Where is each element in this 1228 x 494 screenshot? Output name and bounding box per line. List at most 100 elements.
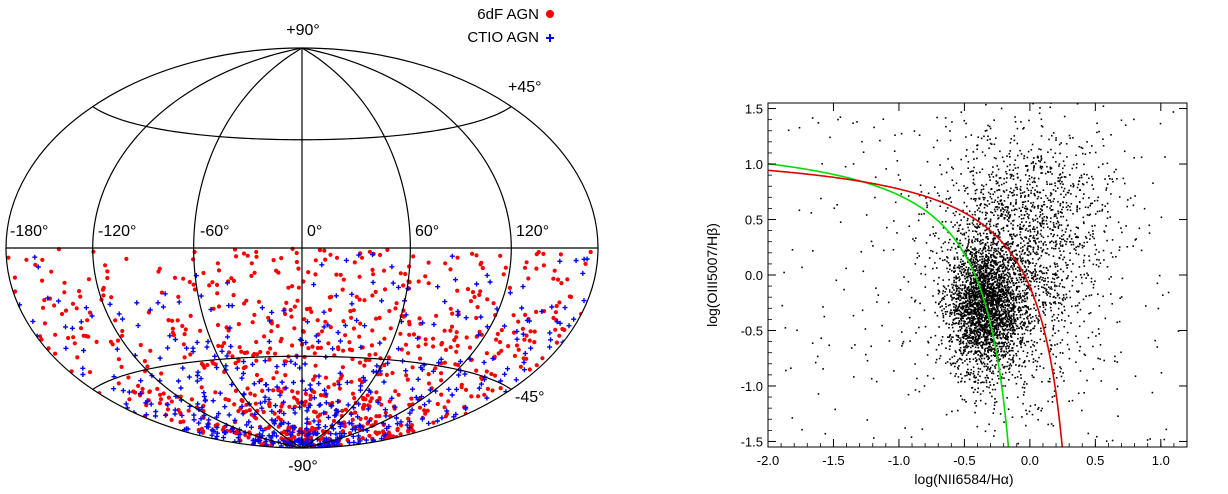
- bpt-point: [978, 217, 980, 219]
- bpt-point: [984, 243, 987, 245]
- bpt-point: [1096, 258, 1098, 261]
- bpt-point: [1006, 287, 1009, 289]
- sky-point-ctio: [283, 385, 289, 391]
- sky-point-ctio: [255, 437, 261, 443]
- bpt-point: [1050, 303, 1052, 305]
- sky-point-ctio: [80, 365, 86, 371]
- sky-point-6df: [181, 276, 186, 281]
- bpt-point: [946, 248, 949, 251]
- bpt-point: [991, 348, 994, 350]
- bpt-point: [951, 269, 953, 272]
- sky-point-ctio: [114, 346, 120, 352]
- sky-point-ctio: [165, 345, 171, 351]
- sky-point-6df: [72, 341, 77, 346]
- bpt-point: [996, 189, 998, 192]
- bpt-point: [984, 338, 987, 341]
- sky-point-6df: [394, 301, 399, 306]
- bpt-point: [982, 276, 984, 279]
- bpt-point: [976, 359, 978, 361]
- bpt-point: [959, 278, 961, 280]
- sky-point-6df: [450, 311, 455, 316]
- sky-point-ctio: [554, 319, 560, 325]
- bpt-point: [989, 366, 992, 369]
- bpt-point: [1008, 246, 1010, 249]
- sky-point-6df: [425, 408, 430, 413]
- sky-point-ctio: [403, 312, 409, 318]
- bpt-point: [1020, 236, 1022, 239]
- bpt-point: [987, 262, 990, 264]
- bpt-point: [998, 284, 1000, 286]
- bpt-point: [1002, 319, 1004, 321]
- bpt-point: [1014, 376, 1016, 379]
- sky-point-6df: [442, 360, 447, 365]
- bpt-point: [955, 317, 958, 319]
- bpt-point: [995, 262, 998, 264]
- bpt-point: [994, 311, 997, 313]
- sky-point-ctio: [389, 395, 395, 401]
- bpt-point: [1076, 235, 1078, 238]
- bpt-point: [1080, 276, 1083, 279]
- bpt-point: [1003, 308, 1005, 311]
- bpt-point: [983, 311, 985, 313]
- bpt-point: [951, 324, 953, 326]
- bpt-point: [1005, 293, 1007, 296]
- bpt-point: [964, 310, 967, 313]
- bpt-point: [1045, 266, 1048, 269]
- sky-point-ctio: [208, 307, 214, 312]
- sky-point-6df: [358, 321, 363, 326]
- bpt-point: [951, 410, 953, 413]
- bpt-point: [1030, 246, 1032, 248]
- sky-point-ctio: [197, 429, 203, 435]
- bpt-point: [981, 295, 983, 298]
- bpt-point: [1005, 301, 1007, 303]
- bpt-point: [1054, 274, 1057, 277]
- bpt-point: [982, 185, 985, 188]
- bpt-point: [996, 298, 999, 301]
- bpt-point: [990, 298, 992, 300]
- bpt-point: [993, 293, 995, 295]
- bpt-point: [1005, 353, 1007, 355]
- bpt-point: [1089, 312, 1092, 314]
- bpt-point: [993, 315, 995, 317]
- bpt-point: [981, 370, 984, 373]
- bpt-point: [954, 309, 956, 311]
- bpt-point: [985, 272, 988, 274]
- bpt-point: [1038, 215, 1041, 218]
- bpt-point: [1103, 259, 1105, 261]
- bpt-point: [968, 313, 970, 316]
- bpt-point: [967, 316, 969, 319]
- bpt-point: [1022, 276, 1024, 279]
- bpt-point: [1010, 323, 1012, 325]
- sky-point-ctio: [332, 413, 338, 418]
- bpt-point: [1049, 377, 1051, 380]
- bpt-point: [1001, 373, 1004, 376]
- bpt-point: [997, 308, 999, 311]
- bpt-point: [1015, 282, 1018, 284]
- bpt-point: [988, 308, 990, 310]
- bpt-point: [988, 299, 990, 302]
- bpt-point: [1017, 244, 1019, 246]
- bpt-point: [1083, 273, 1086, 276]
- bpt-point: [971, 321, 974, 324]
- bpt-point: [971, 213, 974, 216]
- bpt-point: [1005, 338, 1007, 341]
- sky-point-6df: [387, 308, 392, 314]
- bpt-point: [972, 198, 975, 200]
- bpt-point: [1010, 310, 1012, 312]
- bpt-point: [1023, 342, 1026, 345]
- sky-point-ctio: [147, 307, 153, 313]
- bpt-point: [1083, 254, 1086, 257]
- bpt-point: [1005, 251, 1007, 253]
- bpt-point: [987, 191, 990, 194]
- sky-legend: 6dF AGN CTIO AGN: [467, 6, 554, 46]
- sky-point-6df: [290, 284, 295, 289]
- bpt-point: [1011, 340, 1014, 342]
- bpt-point: [998, 177, 1001, 179]
- bpt-point: [981, 336, 983, 338]
- sky-point-ctio: [252, 411, 258, 417]
- bpt-point: [987, 321, 990, 324]
- bpt-point: [1029, 235, 1031, 238]
- bpt-point: [997, 196, 999, 199]
- bpt-point: [969, 252, 972, 255]
- bpt-point: [985, 311, 988, 313]
